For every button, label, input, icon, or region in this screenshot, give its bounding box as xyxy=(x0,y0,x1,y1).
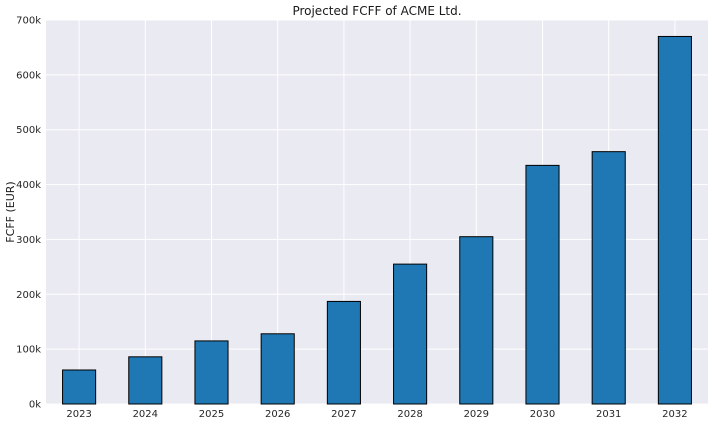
y-tick-label: 700k xyxy=(16,16,41,27)
bar-2025 xyxy=(194,340,229,405)
bar-2024 xyxy=(128,356,163,405)
x-tick-label: 2028 xyxy=(397,409,422,420)
bar-2026 xyxy=(260,333,295,405)
x-tick-label: 2026 xyxy=(265,409,290,420)
bars xyxy=(62,35,692,405)
grid-lines xyxy=(46,19,708,405)
y-tick-label: 400k xyxy=(16,180,41,191)
x-tick-label: 2024 xyxy=(133,409,158,420)
y-tick-label: 500k xyxy=(16,125,41,136)
bar-2031 xyxy=(591,151,626,405)
y-tick-labels: 0k 100k 200k 300k 400k 500k 600k 700k xyxy=(16,16,41,411)
bar-2023 xyxy=(62,369,97,405)
bar-2028 xyxy=(393,263,428,405)
x-tick-label: 2032 xyxy=(662,409,687,420)
x-tick-label: 2023 xyxy=(66,409,91,420)
bar-2030 xyxy=(525,164,560,405)
y-tick-label: 0k xyxy=(29,400,41,411)
x-tick-labels: 2023 2024 2025 2026 2027 2028 2029 2030 2031 2032 xyxy=(66,409,687,420)
x-tick-label: 2025 xyxy=(199,409,224,420)
x-tick-label: 2029 xyxy=(464,409,489,420)
x-tick-label: 2027 xyxy=(331,409,356,420)
y-tick-label: 100k xyxy=(16,345,41,356)
x-tick-label: 2030 xyxy=(530,409,555,420)
bar-2027 xyxy=(326,300,361,405)
chart-title: Projected FCFF of ACME Ltd. xyxy=(292,4,461,18)
x-tick-label: 2031 xyxy=(596,409,621,420)
bar-2029 xyxy=(459,236,494,405)
y-axis-label: FCFF (EUR) xyxy=(4,181,17,242)
y-tick-label: 600k xyxy=(16,70,41,81)
y-tick-label: 200k xyxy=(16,290,41,301)
y-tick-label: 300k xyxy=(16,235,41,246)
bar-2032 xyxy=(657,35,692,405)
